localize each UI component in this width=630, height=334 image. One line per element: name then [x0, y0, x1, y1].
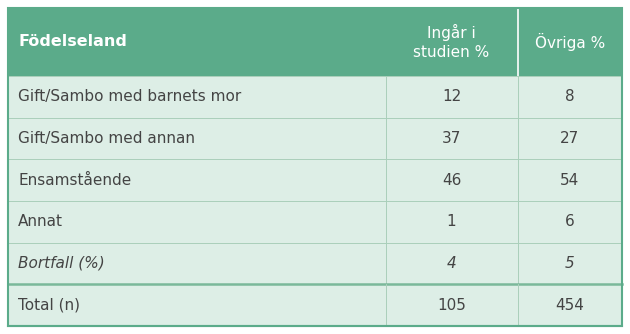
Text: Övriga %: Övriga %	[535, 33, 605, 51]
Text: 4: 4	[447, 256, 457, 271]
Text: 46: 46	[442, 173, 461, 188]
Bar	[8, 8, 622, 76]
Text: 5: 5	[565, 256, 575, 271]
Text: 8: 8	[565, 89, 575, 104]
Text: Ingår i
studien %: Ingår i studien %	[413, 24, 490, 60]
Text: 54: 54	[560, 173, 580, 188]
Text: Total (n): Total (n)	[18, 298, 80, 313]
Text: Ensamstående: Ensamstående	[18, 173, 131, 188]
Text: 37: 37	[442, 131, 461, 146]
Text: Gift/Sambo med annan: Gift/Sambo med annan	[18, 131, 195, 146]
Text: Födelseland: Födelseland	[18, 34, 127, 49]
Text: 6: 6	[565, 214, 575, 229]
Text: 12: 12	[442, 89, 461, 104]
Text: 1: 1	[447, 214, 456, 229]
Bar	[8, 243, 622, 284]
Text: 105: 105	[437, 298, 466, 313]
Bar	[8, 76, 622, 118]
Text: 27: 27	[560, 131, 580, 146]
Bar	[8, 118, 622, 159]
Bar	[8, 284, 622, 326]
Bar	[8, 201, 622, 243]
Text: Annat: Annat	[18, 214, 63, 229]
Bar	[8, 159, 622, 201]
Text: Gift/Sambo med barnets mor: Gift/Sambo med barnets mor	[18, 89, 241, 104]
Text: Bortfall (%): Bortfall (%)	[18, 256, 105, 271]
Text: 454: 454	[556, 298, 584, 313]
